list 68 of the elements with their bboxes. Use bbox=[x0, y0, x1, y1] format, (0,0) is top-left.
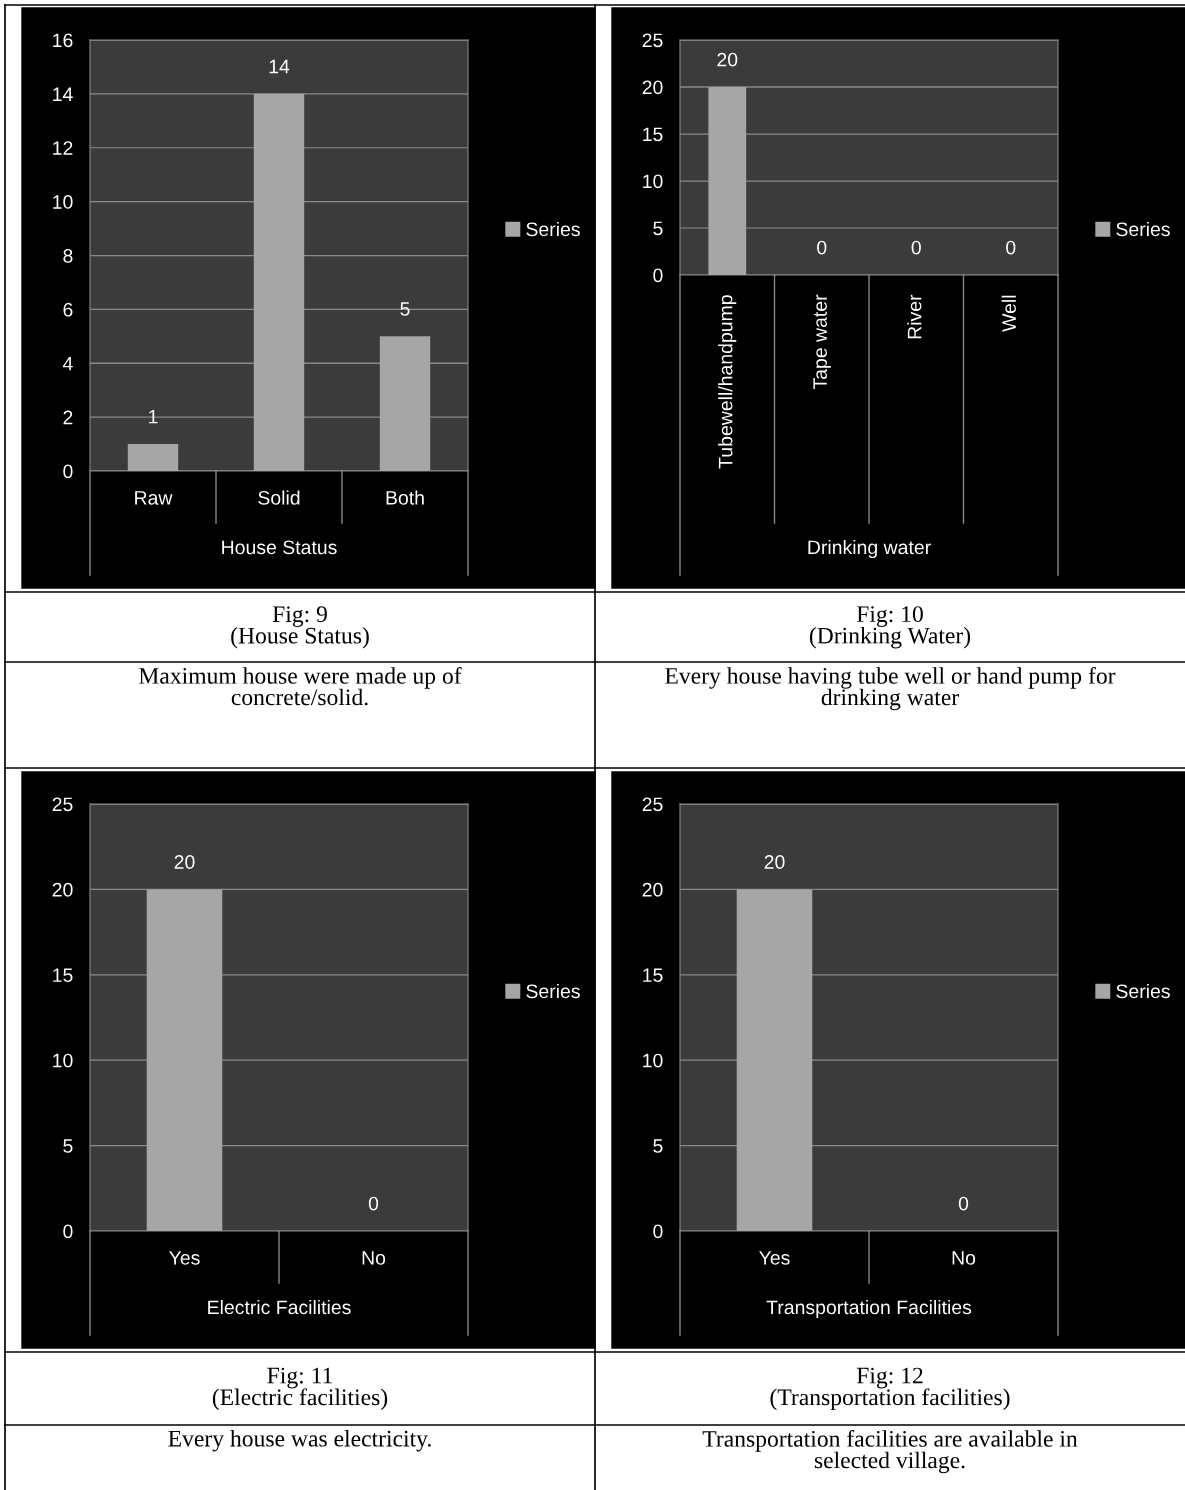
text: Every house was electricity. bbox=[168, 1430, 431, 1452]
x-tick-label: Yes bbox=[759, 1251, 790, 1265]
y-tick-label: 0 bbox=[653, 268, 663, 283]
y-tick-label: 10 bbox=[53, 195, 73, 209]
text: Fig: 12 (Transportation facilities) bbox=[770, 1367, 1010, 1411]
bar bbox=[379, 336, 431, 471]
x-tick-label: Well bbox=[1001, 295, 1016, 332]
x-axis-title: Electric Facilities bbox=[208, 1299, 351, 1315]
y-tick-label: 10 bbox=[643, 1053, 663, 1068]
y-tick-label: 16 bbox=[53, 33, 73, 48]
x-tick-label: River bbox=[907, 294, 922, 339]
x-tick-label: Yes bbox=[169, 1251, 200, 1265]
bar bbox=[253, 93, 305, 471]
x-tick-label: Solid bbox=[258, 490, 300, 505]
text: Every house having tube well or hand pump for drinking water bbox=[665, 667, 1116, 711]
x-axis-title: Transportation Facilities bbox=[766, 1299, 972, 1319]
x-tick-label: Both bbox=[386, 490, 424, 505]
data-label: 20 bbox=[174, 855, 195, 869]
y-tick-label: 15 bbox=[53, 968, 73, 983]
data-label: 0 bbox=[817, 240, 827, 255]
y-tick-label: 20 bbox=[52, 882, 73, 897]
x-tick-label: Tubewell/handpump bbox=[718, 295, 737, 469]
legend-label: Series bbox=[526, 221, 580, 237]
data-label: 0 bbox=[1006, 240, 1016, 255]
data-label: 0 bbox=[368, 1196, 379, 1211]
y-tick-label: 6 bbox=[63, 302, 73, 317]
y-tick-label: 14 bbox=[53, 87, 73, 101]
y-tick-label: 0 bbox=[63, 464, 73, 479]
text: Fig: 11 (Electric facilities) bbox=[212, 1367, 388, 1411]
y-tick-label: 25 bbox=[642, 797, 663, 812]
data-label: 14 bbox=[269, 59, 290, 74]
x-axis-title: Drinking water bbox=[808, 539, 931, 559]
data-label: 1 bbox=[149, 409, 158, 424]
y-tick-label: 20 bbox=[642, 882, 663, 897]
text: Maximum house were made up of concrete/solid. bbox=[139, 667, 462, 706]
x-tick-label: No bbox=[952, 1251, 976, 1265]
y-tick-label: 5 bbox=[63, 1139, 73, 1153]
x-tick-label: Raw bbox=[135, 491, 173, 505]
y-tick-label: 15 bbox=[643, 968, 663, 983]
y-tick-label: 20 bbox=[642, 80, 663, 95]
data-label: 0 bbox=[911, 240, 921, 255]
y-tick-label: 10 bbox=[53, 1053, 73, 1068]
x-tick-label: No bbox=[362, 1251, 386, 1265]
y-tick-label: 4 bbox=[62, 356, 73, 371]
legend-label: Series bbox=[526, 983, 580, 999]
y-tick-label: 25 bbox=[52, 797, 73, 812]
y-tick-label: 0 bbox=[63, 1224, 73, 1239]
legend-label: Series bbox=[1116, 221, 1170, 237]
text: Fig: 10 (Drinking Water) bbox=[809, 606, 971, 649]
bar bbox=[127, 444, 179, 471]
y-tick-label: 25 bbox=[642, 33, 663, 48]
x-axis-title: House Status bbox=[222, 540, 337, 555]
y-tick-label: 12 bbox=[53, 141, 73, 155]
y-tick-label: 2 bbox=[63, 410, 73, 425]
data-label: 5 bbox=[400, 302, 410, 316]
y-tick-label: 15 bbox=[643, 127, 663, 142]
y-tick-label: 5 bbox=[653, 1139, 663, 1153]
data-label: 20 bbox=[764, 855, 785, 869]
data-label: 20 bbox=[717, 52, 738, 67]
y-tick-label: 5 bbox=[653, 221, 663, 236]
x-tick-label: Tape water bbox=[813, 294, 831, 390]
y-tick-label: 0 bbox=[653, 1224, 663, 1239]
legend-label: Series bbox=[1116, 983, 1170, 999]
y-tick-label: 8 bbox=[63, 248, 73, 263]
data-label: 0 bbox=[958, 1196, 969, 1211]
y-tick-label: 10 bbox=[643, 174, 663, 189]
text: Fig: 9 (House Status) bbox=[231, 606, 369, 649]
text: Transportation facilities are available in selected village. bbox=[702, 1430, 1078, 1474]
